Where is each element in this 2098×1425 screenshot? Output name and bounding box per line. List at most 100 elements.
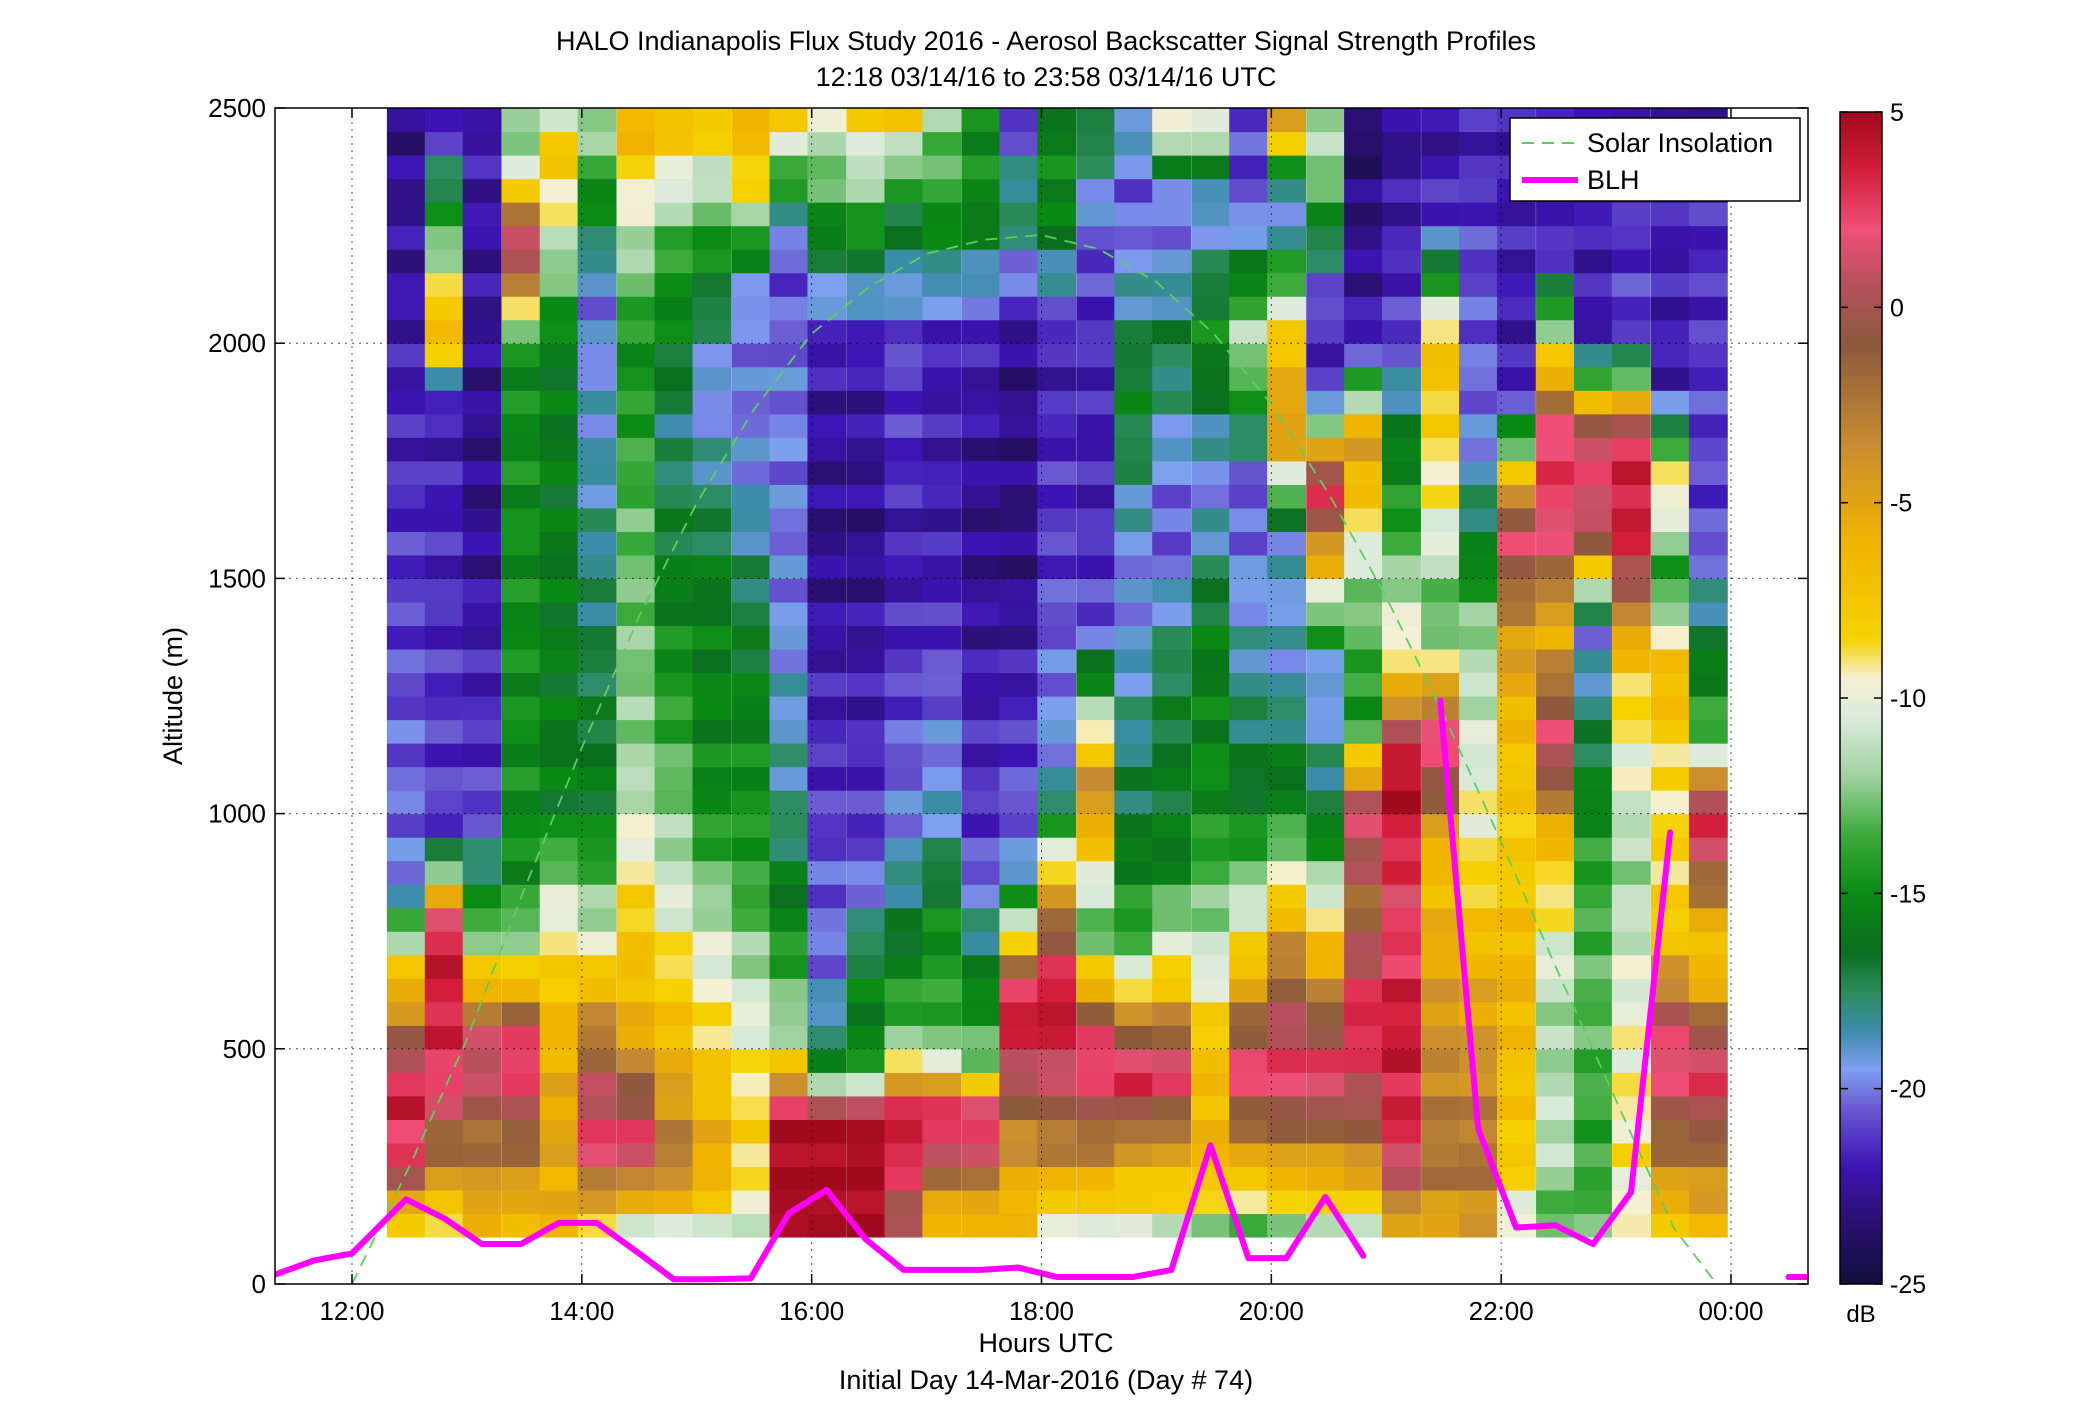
heatmap-cell [1496, 460, 1536, 485]
heatmap-cell [616, 1213, 656, 1238]
heatmap-cell [1650, 366, 1690, 391]
heatmap-cell [654, 390, 694, 415]
heatmap-cell [1382, 648, 1421, 674]
heatmap-cell [1037, 696, 1077, 721]
heatmap-cell [1076, 366, 1116, 391]
heatmap-cell [654, 319, 694, 344]
heatmap-cell [692, 672, 732, 697]
heatmap-cell [999, 1048, 1039, 1073]
heatmap-cell [769, 155, 809, 180]
heatmap-cell [616, 907, 656, 932]
heatmap-cell [1382, 837, 1421, 862]
heatmap-cell [807, 837, 847, 862]
heatmap-cell [1267, 1025, 1307, 1050]
heatmap-cell [1536, 860, 1575, 885]
heatmap-cell [922, 648, 962, 674]
heatmap-cell [1076, 790, 1116, 815]
heatmap-cell [1344, 437, 1384, 462]
heatmap-cell [961, 1189, 1001, 1215]
heatmap-cell [1536, 319, 1575, 344]
heatmap-cell [961, 860, 1001, 885]
heatmap-cell [386, 743, 426, 768]
heatmap-cell [654, 625, 694, 650]
heatmap-cell [501, 319, 541, 344]
heatmap-cell [1306, 719, 1346, 744]
heatmap-cell [846, 249, 886, 274]
heatmap-cell [501, 437, 541, 462]
colorbar: 50-5-10-15-20-25 dB [1839, 99, 1926, 1328]
heatmap-cell [1076, 1189, 1116, 1215]
heatmap-cell [884, 178, 924, 203]
heatmap-cell [731, 484, 771, 509]
chart-title: HALO Indianapolis Flux Study 2016 - Aero… [556, 26, 1536, 56]
heatmap-cell [731, 1095, 771, 1120]
heatmap-cell [769, 672, 809, 697]
heatmap-cell [577, 884, 617, 909]
heatmap-cell [1076, 672, 1116, 697]
heatmap-cell [1536, 249, 1575, 274]
heatmap-cell [731, 460, 771, 485]
heatmap-cell [577, 907, 617, 932]
heatmap-cell [539, 202, 579, 227]
heatmap-cell [1650, 1095, 1690, 1120]
heatmap-cell [769, 978, 809, 1003]
heatmap-cell [462, 531, 502, 556]
heatmap-cell [999, 366, 1039, 391]
heatmap-cell [577, 648, 617, 674]
heatmap-cell [1688, 1072, 1728, 1097]
heatmap-cell [961, 249, 1001, 274]
heatmap-cell [1267, 1048, 1307, 1073]
heatmap-cell [1650, 1213, 1690, 1238]
heatmap-cell [577, 1048, 617, 1073]
heatmap-cell [462, 1119, 502, 1144]
heatmap-cell [807, 978, 847, 1003]
heatmap-cell [1421, 202, 1460, 227]
heatmap-cell [1037, 790, 1077, 815]
heatmap-cell [1611, 672, 1651, 697]
heatmap-cell [1076, 719, 1116, 744]
heatmap-cell [616, 954, 656, 979]
heatmap-cell [1114, 578, 1154, 603]
heatmap-cell [731, 696, 771, 721]
heatmap-cell [769, 719, 809, 744]
colorbar-tick-label: -5 [1890, 490, 1912, 518]
legend-box [1509, 117, 1801, 202]
heatmap-cell [1650, 1001, 1690, 1026]
heatmap-cell [846, 648, 886, 674]
heatmap-cell [577, 249, 617, 274]
heatmap-cell [1267, 554, 1307, 579]
heatmap-cell [424, 860, 464, 885]
heatmap-cell [1267, 578, 1307, 603]
heatmap-cell [616, 743, 656, 768]
heatmap-cell [424, 484, 464, 509]
heatmap-cell [1459, 343, 1498, 368]
heatmap-cell [846, 1189, 886, 1215]
heatmap-cell [1229, 860, 1269, 885]
y-tick-label: 2000 [208, 328, 266, 358]
heatmap-cell [922, 366, 962, 391]
heatmap-cell [1650, 1166, 1690, 1191]
heatmap-cell [1229, 437, 1269, 462]
heatmap-cell [616, 413, 656, 438]
heatmap-cell [884, 1166, 924, 1191]
heatmap-cell [386, 860, 426, 885]
heatmap-cell [1459, 484, 1498, 509]
heatmap-cell [1688, 790, 1728, 815]
heatmap-cell [692, 484, 732, 509]
heatmap-cell [884, 531, 924, 556]
heatmap-cell [1267, 601, 1307, 627]
heatmap-cell [999, 1095, 1039, 1120]
heatmap-cell [501, 531, 541, 556]
heatmap-cell [1037, 601, 1077, 627]
heatmap-cell [1496, 531, 1536, 556]
heatmap-cell [1536, 554, 1575, 579]
heatmap-cell [692, 978, 732, 1003]
heatmap-cell [1421, 413, 1460, 438]
heatmap-cell [1267, 978, 1307, 1003]
heatmap-cell [1306, 225, 1346, 250]
heatmap-cell [731, 202, 771, 227]
heatmap-cell [654, 507, 694, 532]
heatmap-cell [654, 225, 694, 250]
heatmap-cell [424, 366, 464, 391]
heatmap-cell [462, 1072, 502, 1097]
